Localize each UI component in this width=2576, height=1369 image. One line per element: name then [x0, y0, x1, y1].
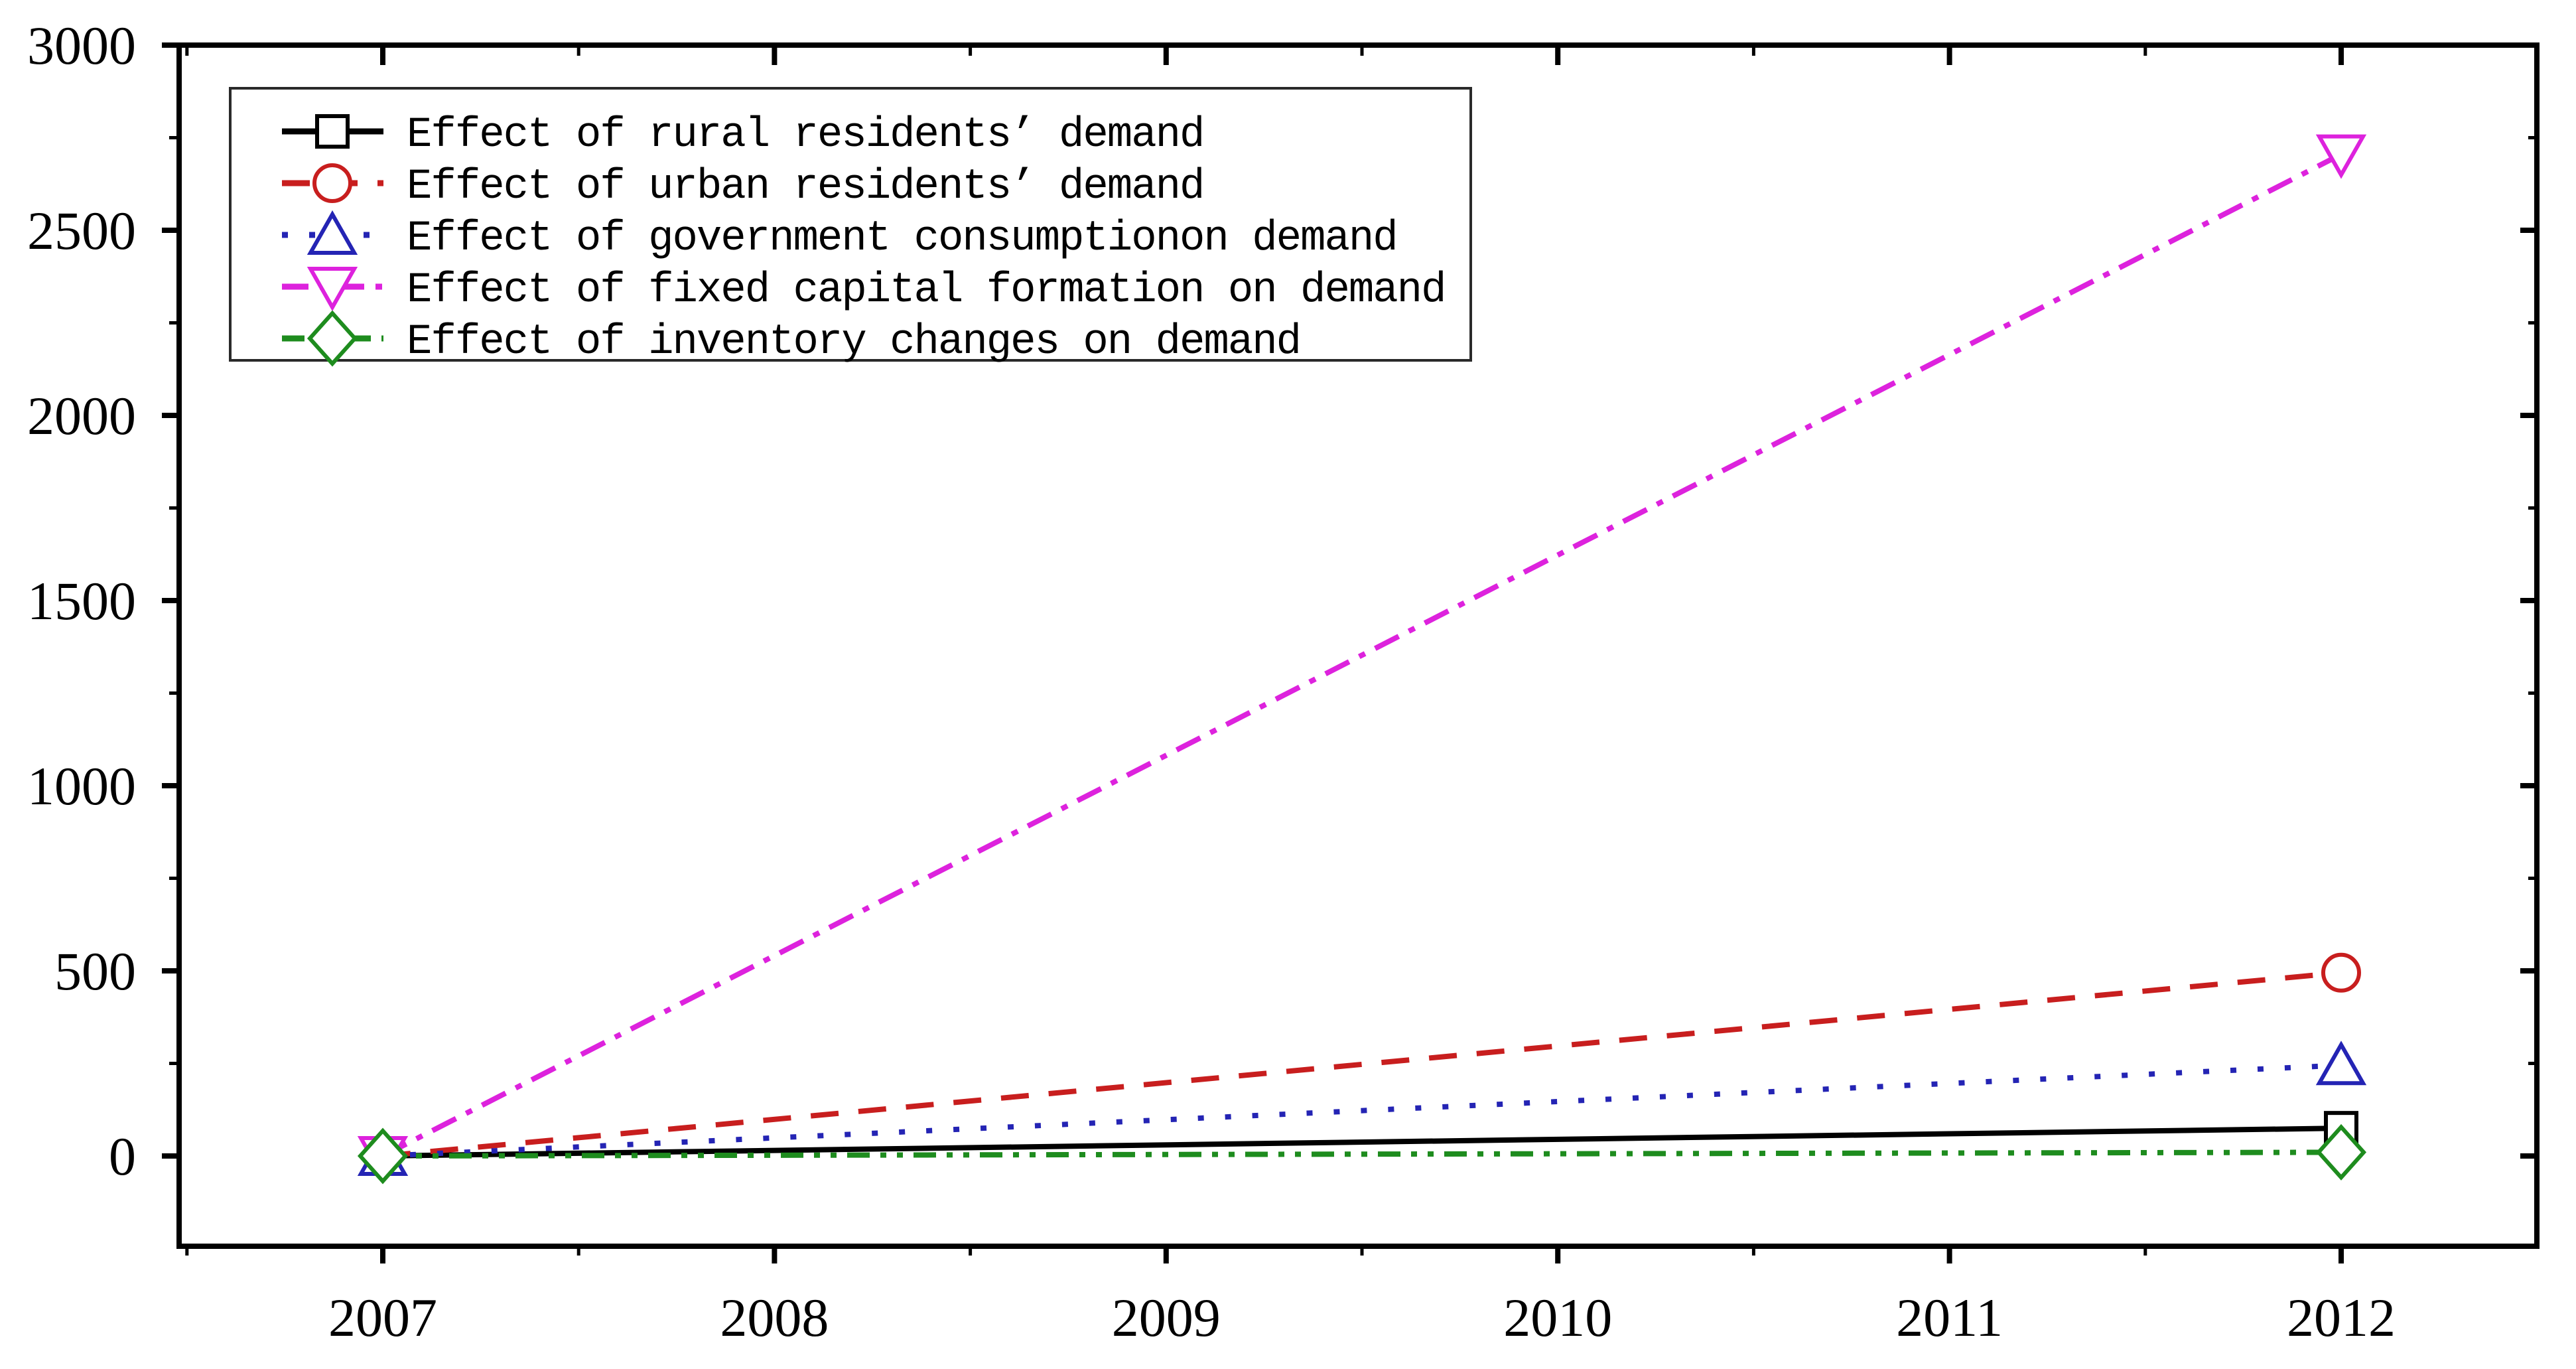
- y-axis-tick-label: 2500: [27, 200, 136, 261]
- y-axis-tick-label: 1500: [27, 571, 136, 631]
- data-point-marker-circle: [2321, 952, 2361, 993]
- legend-entry-label: Effect of urban residents’ demand: [407, 163, 1203, 211]
- data-point-marker-diamond: [357, 1127, 409, 1185]
- y-axis-tick-label: 1000: [27, 756, 136, 816]
- plot-frame: [176, 42, 2540, 1249]
- y-axis-tick-label: 500: [54, 941, 136, 1001]
- series-line-circle: [382, 970, 2342, 1159]
- legend-entry-label: Effect of government consumptionon deman…: [407, 215, 1397, 263]
- x-axis-tick-label: 2011: [1896, 1287, 2003, 1348]
- series-line-triangle-down: [381, 152, 2342, 1159]
- series-line-diamond: [382, 1149, 2342, 1159]
- y-axis-tick-label: 0: [109, 1126, 136, 1187]
- x-axis-tick-label: 2007: [328, 1287, 437, 1348]
- y-axis-tick-label: 2000: [27, 386, 136, 446]
- legend-marker-triangle-up: [306, 210, 358, 255]
- legend-marker-diamond: [306, 310, 358, 367]
- legend-marker-triangle-down: [306, 267, 358, 312]
- series-line-square: [382, 1125, 2342, 1159]
- legend-marker-circle: [312, 163, 352, 203]
- legend-entry-label: Effect of rural residents’ demand: [407, 111, 1203, 159]
- data-point-marker-triangle-down: [2315, 134, 2367, 179]
- series-line-triangle-up: [382, 1062, 2342, 1159]
- x-axis-tick-label: 2010: [1503, 1287, 1612, 1348]
- data-point-marker-triangle-up: [2315, 1041, 2367, 1086]
- x-axis-tick-label: 2008: [720, 1287, 829, 1348]
- legend-box: [229, 87, 1472, 362]
- legend-marker-square: [315, 114, 350, 149]
- x-axis-tick-label: 2009: [1112, 1287, 1221, 1348]
- x-axis-tick-label: 2012: [2287, 1287, 2396, 1348]
- data-point-marker-diamond: [2315, 1123, 2367, 1181]
- legend-entry-label: Effect of inventory changes on demand: [407, 319, 1300, 366]
- legend-entry-label: Effect of fixed capital formation on dem…: [407, 267, 1445, 315]
- y-axis-tick-label: 3000: [27, 15, 136, 76]
